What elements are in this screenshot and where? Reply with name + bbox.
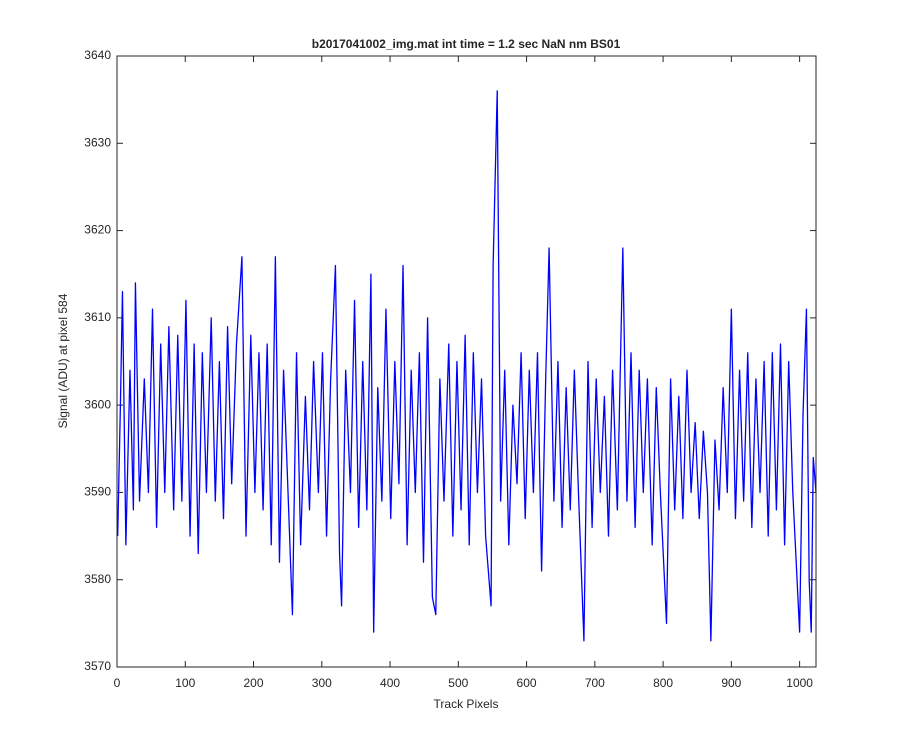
- x-axis-label: Track Pixels: [434, 697, 499, 711]
- y-axis-label: Signal (ADU) at pixel 584: [56, 293, 70, 428]
- x-tick-label: 500: [448, 676, 468, 690]
- y-tick-label: 3640: [84, 48, 111, 62]
- x-tick-label: 0: [114, 676, 121, 690]
- x-tick-label: 900: [721, 676, 741, 690]
- x-tick-label: 600: [517, 676, 537, 690]
- axes-box: [116, 55, 817, 668]
- data-line: [117, 90, 817, 642]
- x-tick-label: 800: [653, 676, 673, 690]
- y-tick-label: 3630: [84, 135, 111, 149]
- x-tick-label: 300: [312, 676, 332, 690]
- x-tick-label: 1000: [786, 676, 813, 690]
- y-tick-label: 3580: [84, 572, 111, 586]
- x-tick-label: 400: [380, 676, 400, 690]
- y-tick-label: 3600: [84, 397, 111, 411]
- y-tick-label: 3590: [84, 485, 111, 499]
- x-tick-label: 200: [244, 676, 264, 690]
- y-tick-label: 3620: [84, 223, 111, 237]
- plot-area: [117, 56, 816, 667]
- chart-title: b2017041002_img.mat int time = 1.2 sec N…: [312, 37, 621, 51]
- y-tick-label: 3570: [84, 659, 111, 673]
- x-tick-label: 700: [585, 676, 605, 690]
- y-tick-label: 3610: [84, 310, 111, 324]
- x-tick-label: 100: [175, 676, 195, 690]
